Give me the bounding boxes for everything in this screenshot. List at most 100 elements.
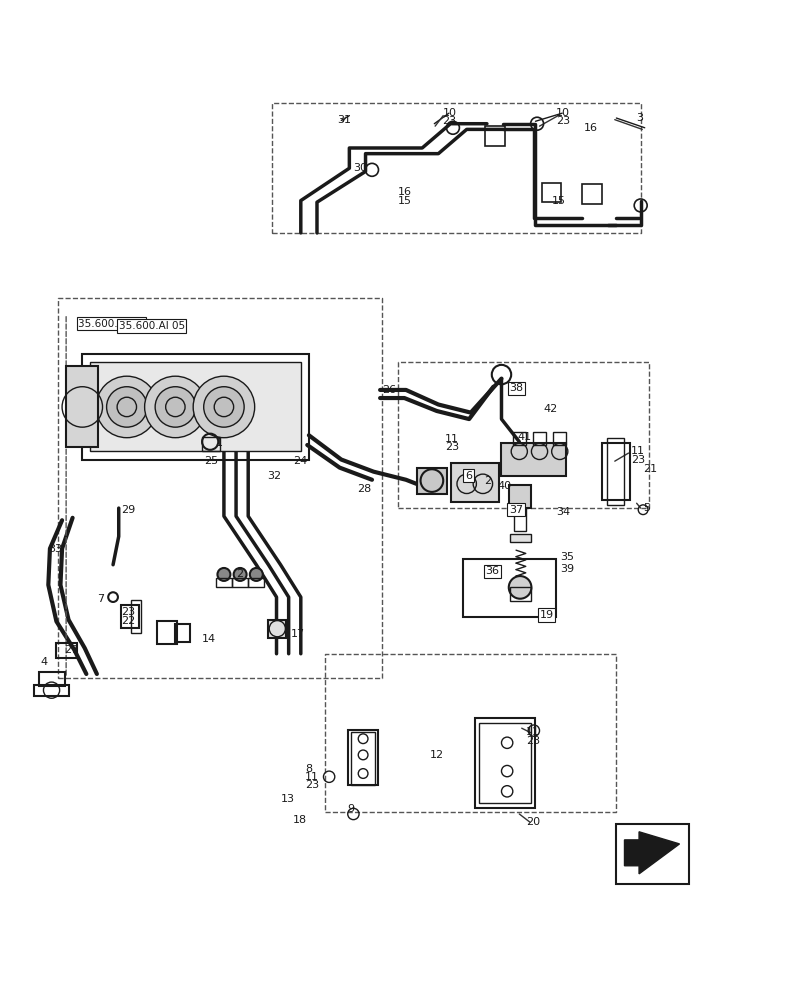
Circle shape [250,568,263,581]
Bar [606,438,624,505]
Bar [509,587,530,601]
Text: 35: 35 [559,552,573,562]
Text: 23: 23 [525,736,539,746]
Text: 21: 21 [642,464,656,474]
Bar [509,534,530,542]
Text: 23: 23 [304,780,319,790]
Text: 12: 12 [430,750,444,760]
Circle shape [96,376,157,438]
Text: 4: 4 [41,657,47,667]
Text: 14: 14 [202,634,216,644]
Bar [501,443,565,476]
Text: 18: 18 [292,815,307,825]
Text: 32: 32 [267,471,281,481]
Bar [581,184,601,204]
Text: 25: 25 [204,456,217,466]
Bar [34,685,69,696]
Bar [202,437,220,451]
Text: 23: 23 [121,607,135,617]
Bar [56,643,76,658]
Bar [508,485,530,508]
Bar [462,559,555,617]
Text: 10: 10 [555,108,569,118]
Bar [485,126,504,146]
Text: 11: 11 [304,772,319,782]
Bar [478,723,530,803]
Text: 40: 40 [497,481,511,491]
Circle shape [144,376,206,438]
Circle shape [106,387,147,427]
Bar [131,600,140,633]
Bar [601,443,629,500]
Text: 28: 28 [357,484,371,494]
Text: 39: 39 [559,564,573,574]
Text: 17: 17 [290,629,305,639]
Bar [541,183,560,202]
Text: 37: 37 [508,505,522,515]
Bar [157,621,177,644]
Text: 1: 1 [216,438,222,448]
Bar [216,578,232,587]
Bar [268,620,286,638]
Text: 5: 5 [642,503,650,513]
Text: 2: 2 [236,569,242,579]
Text: 6: 6 [465,471,471,481]
Bar [248,578,264,587]
Text: 19: 19 [539,610,553,620]
Bar [82,354,308,460]
Bar [416,468,447,494]
Text: 11: 11 [525,727,539,737]
Circle shape [204,387,244,427]
Text: 7: 7 [97,594,104,604]
Text: 41: 41 [517,432,531,442]
Bar [232,578,248,587]
Text: 9: 9 [347,804,354,814]
Text: 29: 29 [121,505,135,515]
Text: 38: 38 [509,383,523,393]
Text: 27: 27 [64,645,79,655]
Text: 22: 22 [121,616,135,626]
Text: 36: 36 [485,566,499,576]
Text: 42: 42 [543,404,557,414]
Text: 33: 33 [49,544,62,554]
Text: 10: 10 [442,108,456,118]
Bar [474,718,534,808]
Text: 20: 20 [525,817,539,827]
Text: 16: 16 [397,187,411,197]
Text: 11: 11 [630,446,644,456]
Circle shape [217,568,230,581]
Text: 30: 30 [353,163,367,173]
Text: 23: 23 [630,455,644,465]
Bar [450,463,499,502]
Text: 13: 13 [281,794,294,804]
Text: 24: 24 [292,456,307,466]
Bar [616,824,689,884]
Text: 23: 23 [444,442,458,452]
Text: 15: 15 [551,196,565,206]
Text: 34: 34 [555,507,569,517]
Bar [66,366,98,447]
Text: 15: 15 [397,196,411,206]
Text: 23: 23 [555,116,569,126]
Polygon shape [624,832,679,874]
Bar [514,508,525,531]
Text: 23: 23 [442,116,456,126]
Circle shape [234,568,247,581]
Bar [175,624,190,642]
Text: 16: 16 [583,123,597,133]
Text: 11: 11 [444,434,458,444]
Circle shape [193,376,255,438]
Text: 8: 8 [304,764,311,774]
Bar [121,605,139,628]
Text: 2: 2 [484,476,491,486]
Bar [552,432,565,445]
Text: 26: 26 [381,385,395,395]
Bar [90,362,300,451]
Bar [513,432,525,445]
Text: 31: 31 [337,115,351,125]
Bar [347,730,378,785]
Text: 3: 3 [636,113,643,123]
Bar [350,732,375,785]
Circle shape [508,576,530,599]
Text: 35.600.AI 05: 35.600.AI 05 [78,319,144,329]
